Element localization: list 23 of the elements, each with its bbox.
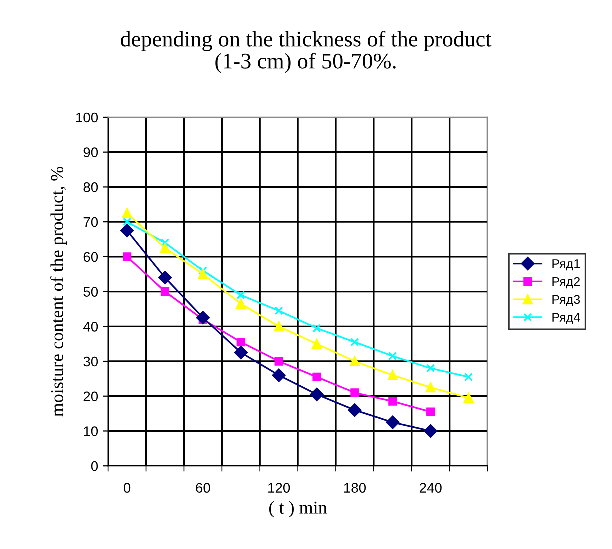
legend-label: Ряд3 bbox=[552, 295, 580, 306]
legend-label: Ряд4 bbox=[552, 313, 580, 324]
chart-title: depending on the thickness of the product (1-3 cm) of 50-70%. bbox=[121, 30, 492, 74]
legend-label: Ряд1 bbox=[552, 260, 580, 271]
y-axis-title: moisture content of the product, % bbox=[50, 167, 68, 417]
y-tick-label: 40 bbox=[83, 322, 98, 332]
x-tick-label: 120 bbox=[268, 483, 290, 493]
y-tick-label: 90 bbox=[84, 148, 98, 158]
x-tick-label: 60 bbox=[196, 483, 210, 493]
y-tick-label: 50 bbox=[84, 287, 98, 297]
y-tick-label: 0 bbox=[91, 461, 98, 472]
y-tick-label: 80 bbox=[84, 182, 98, 192]
x-tick-label: 0 bbox=[124, 483, 131, 493]
y-tick-label: 30 bbox=[84, 356, 98, 367]
x-tick-label: 240 bbox=[420, 483, 442, 493]
y-tick-label: 20 bbox=[84, 392, 98, 402]
y-tick-label: 70 bbox=[84, 217, 98, 228]
y-tick-label: 10 bbox=[84, 426, 98, 436]
x-tick-label: 180 bbox=[344, 483, 366, 493]
x-axis-title: ( t ) min bbox=[270, 501, 328, 518]
legend-label: Ряд2 bbox=[552, 277, 580, 289]
y-tick-label: 100 bbox=[76, 112, 98, 123]
y-tick-label: 60 bbox=[84, 252, 98, 262]
